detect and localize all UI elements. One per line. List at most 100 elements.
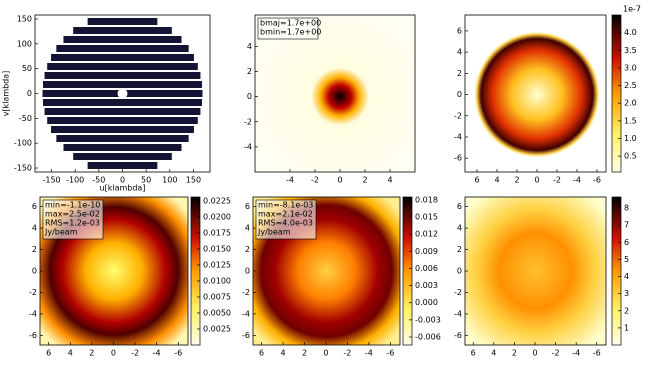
- x-tick-label: 150: [186, 176, 201, 185]
- x-tick-label: -4: [573, 176, 581, 185]
- x-tick-label: 2: [89, 349, 94, 358]
- y-tick-label: -2: [29, 288, 37, 297]
- colorbar: [611, 14, 622, 173]
- x-tick-label: 4: [280, 349, 285, 358]
- uv-track: [44, 108, 201, 115]
- axes-frame: [464, 14, 607, 173]
- colorbar: [611, 196, 622, 346]
- x-tick-label: 0: [323, 349, 328, 358]
- y-tick-label: -4: [454, 309, 462, 318]
- y-tick-label: -2: [454, 111, 462, 120]
- colorbar-tick-label: 0.0050: [203, 308, 231, 317]
- annotation: bmin=1.7e+00: [260, 28, 321, 37]
- colorbar-tick-label: 0.018: [415, 195, 438, 204]
- y-tick-label: -4: [29, 309, 37, 318]
- x-tick-label: -4: [365, 349, 373, 358]
- x-tick-label: 6: [474, 176, 479, 185]
- annotation: max=2.5e-02: [45, 210, 100, 219]
- annotation-box: [42, 199, 104, 240]
- y-tick-label: 2: [247, 67, 252, 76]
- y-tick-label: -6: [454, 154, 462, 163]
- uv-track: [43, 99, 202, 106]
- colorbar-tick-label: 0.0175: [203, 228, 231, 237]
- annotation: Jy/beam: [44, 228, 78, 237]
- colorbar-tick-label: 4.0: [624, 28, 637, 37]
- y-axis-label: v[klambda]: [2, 71, 11, 117]
- x-tick-label: -2: [553, 176, 561, 185]
- y-tick-label: -2: [244, 117, 252, 126]
- colorbar-tick-label: 8: [624, 204, 629, 213]
- colorbar-tick-label: 0.003: [415, 281, 438, 290]
- colorbar-tick-label: 1.0: [624, 134, 637, 143]
- uv-track: [87, 162, 158, 169]
- annotation: bmaj=1.7e+00: [260, 19, 321, 28]
- y-tick-label: 6: [457, 202, 462, 211]
- x-tick-label: 100: [162, 176, 177, 185]
- y-tick-label: 2: [32, 245, 37, 254]
- annotation-box: [255, 199, 317, 240]
- x-tick-label: -50: [92, 176, 105, 185]
- colorbar: [190, 196, 201, 346]
- y-tick-label: 0: [457, 267, 462, 276]
- y-tick-label: -6: [29, 331, 37, 340]
- colorbar-tick-label: 0.0075: [203, 292, 231, 301]
- colorbar-tick-label: 0.0150: [203, 244, 231, 253]
- x-tick-label: 4: [387, 176, 392, 185]
- y-tick-label: 4: [457, 48, 462, 57]
- uv-track: [43, 81, 202, 88]
- y-tick-label: -6: [454, 331, 462, 340]
- y-tick-label: 4: [32, 224, 37, 233]
- y-tick-label: 100: [17, 39, 32, 48]
- x-tick-label: 0: [337, 176, 342, 185]
- y-tick-label: 0: [32, 267, 37, 276]
- x-tick-label: 4: [491, 349, 496, 358]
- plot-area: [465, 197, 606, 345]
- y-tick-label: 4: [457, 224, 462, 233]
- x-tick-label: -4: [572, 349, 580, 358]
- colorbar-tick-label: 3.5: [624, 46, 637, 55]
- y-tick-label: 2: [457, 245, 462, 254]
- axes-frame: [254, 14, 416, 173]
- y-tick-label: 0: [245, 267, 250, 276]
- x-tick-label: -4: [153, 349, 161, 358]
- uv-track: [87, 18, 158, 25]
- annotation: max=2.1e-02: [258, 210, 313, 219]
- x-tick-label: -6: [593, 349, 601, 358]
- x-tick-label: -2: [552, 349, 560, 358]
- y-tick-label: -4: [242, 309, 250, 318]
- colorbar-tick-label: 0.0100: [203, 276, 231, 285]
- image: [465, 197, 606, 345]
- colorbar-tick-label: 0.000: [415, 298, 438, 307]
- x-tick-label: 0: [120, 176, 125, 185]
- y-tick-label: -4: [244, 142, 252, 151]
- annotation-box: [257, 17, 319, 40]
- x-tick-label: 4: [68, 349, 73, 358]
- annotation: min=-8.1e-03: [258, 201, 313, 210]
- y-tick-label: -2: [242, 288, 250, 297]
- uv-track: [56, 135, 189, 142]
- y-tick-label: -150: [14, 164, 32, 173]
- uv-track: [73, 27, 172, 34]
- uv-track: [63, 144, 182, 151]
- y-tick-label: -4: [454, 132, 462, 141]
- x-tick-label: 4: [494, 176, 499, 185]
- colorbar-tick-label: 0.015: [415, 213, 438, 222]
- y-tick-label: -2: [454, 288, 462, 297]
- y-tick-label: 6: [245, 202, 250, 211]
- x-tick-label: 0: [532, 349, 537, 358]
- colorbar-tick-label: 2.0: [624, 99, 637, 108]
- y-tick-label: 50: [22, 64, 32, 73]
- x-tick-label: 6: [46, 349, 51, 358]
- x-tick-label: 0: [534, 176, 539, 185]
- y-tick-label: 4: [245, 224, 250, 233]
- x-tick-label: -2: [131, 349, 139, 358]
- x-tick-label: 0: [111, 349, 116, 358]
- y-tick-label: 0: [247, 92, 252, 101]
- uv-track: [47, 63, 198, 70]
- uv-hole: [117, 88, 128, 99]
- colorbar-tick-label: 0.0025: [203, 324, 231, 333]
- colorbar-tick-label: 3.0: [624, 63, 637, 72]
- colorbar-tick-label: 6: [624, 238, 629, 247]
- colorbar-tick-label: 7: [624, 221, 629, 230]
